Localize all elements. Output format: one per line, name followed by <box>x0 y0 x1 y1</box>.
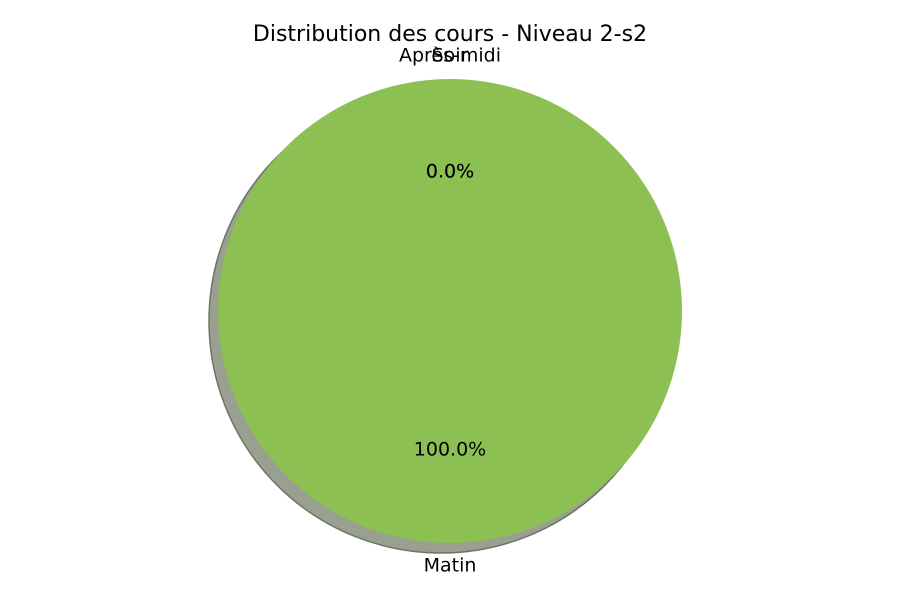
slice-percent-soir: 0.0% <box>426 160 474 182</box>
chart-title: Distribution des cours - Niveau 2-s2 <box>252 22 648 47</box>
slice-percent-apres-midi: 0.0% <box>426 160 474 182</box>
slice-label-soir: Soir <box>432 44 469 66</box>
slice-percent-matin: 100.0% <box>414 439 486 461</box>
slice-label-apres-midi: Après-midi <box>399 44 501 66</box>
pie-slice-matin <box>218 79 682 543</box>
slice-label-matin: Matin <box>424 555 477 577</box>
